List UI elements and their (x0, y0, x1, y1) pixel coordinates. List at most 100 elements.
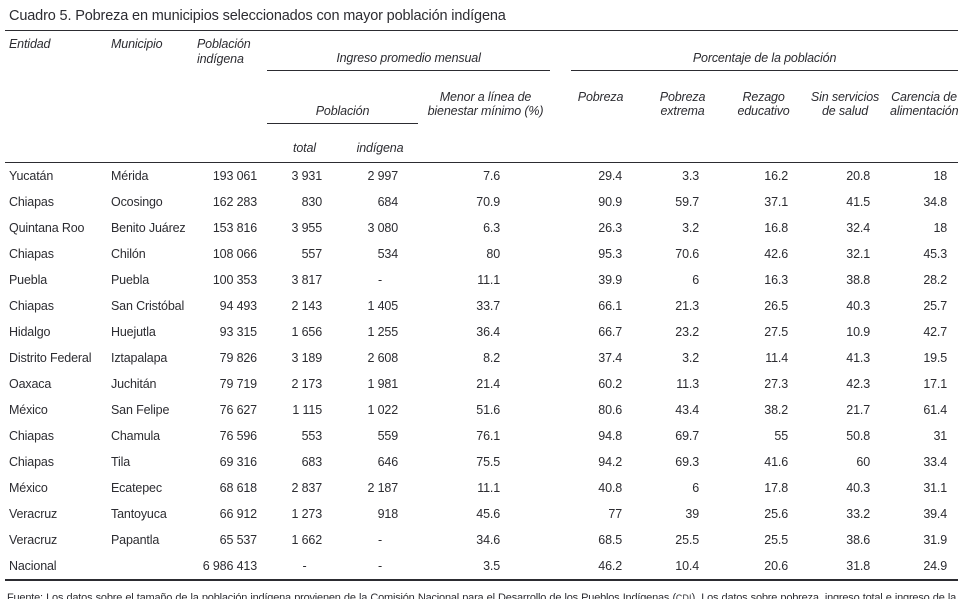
sin-servicios-cell: 40.3 (846, 480, 871, 495)
entidad-cell: Puebla (9, 272, 48, 287)
col-header-menor-linea-bienestar: Menor a línea de bienestar mínimo (%) (427, 89, 544, 119)
menor-linea-cell: 45.6 (476, 506, 501, 521)
source-text-2: ). Los datos sobre pobreza, ingreso tota… (691, 591, 957, 599)
menor-linea-cell: 70.9 (476, 194, 501, 209)
sin-servicios-cell: 31.8 (846, 558, 871, 573)
ingreso-indigena-cell: - (377, 272, 382, 287)
source-note: Fuente: Los datos sobre el tamaño de la … (5, 581, 958, 599)
ingreso-indigena-cell: 534 (377, 246, 399, 261)
pobreza-cell: 39.9 (598, 272, 623, 287)
menor-linea-cell: 11.1 (477, 480, 501, 495)
pobreza-extrema-cell: 39 (685, 506, 700, 521)
header-row-leaf: total indígena (5, 138, 958, 162)
carencia-alimentacion-cell: 24.9 (923, 558, 948, 573)
rezago-educativo-cell: 25.6 (764, 506, 789, 521)
poblacion-indigena-cell: 76 627 (219, 402, 257, 417)
rezago-educativo-cell: 41.6 (764, 454, 789, 469)
carencia-alimentacion-cell: 28.2 (923, 272, 948, 287)
sin-servicios-cell: 40.3 (846, 298, 871, 313)
col-header-total: total (293, 141, 316, 155)
municipio-cell: San Cristóbal (111, 298, 185, 313)
poblacion-indigena-cell: 65 537 (219, 532, 257, 547)
ingreso-indigena-cell: 684 (377, 194, 399, 209)
pobreza-cell: 90.9 (598, 194, 623, 209)
menor-linea-cell: 80 (486, 246, 501, 261)
pobreza-extrema-cell: 21.3 (675, 298, 700, 313)
carencia-alimentacion-cell: 39.4 (923, 506, 948, 521)
poblacion-indigena-cell: 69 316 (219, 454, 257, 469)
col-header-entidad: Entidad (9, 37, 51, 51)
pobreza-cell: 94.8 (598, 428, 623, 443)
rezago-educativo-cell: 42.6 (764, 246, 789, 261)
municipio-cell: Tila (111, 454, 131, 469)
menor-linea-cell: 8.2 (483, 350, 501, 365)
table-row: Puebla Puebla 100 353 3 817 - 11.1 39.9 6 16.3 38… (5, 267, 958, 293)
table-row: Nacional 6 986 413 - - 3.5 46.2 10.4 20.6 31.8 24… (5, 553, 958, 580)
table-row: Quintana Roo Benito Juárez 153 816 3 955 3 0… (5, 215, 958, 241)
municipio-cell: Puebla (111, 272, 150, 287)
ingreso-total-cell: 1 115 (292, 402, 322, 417)
table-title: Cuadro 5. Pobreza en municipios seleccio… (5, 6, 958, 31)
col-header-rezago-educativo: Rezago educativo (737, 89, 790, 119)
ingreso-total-cell: - (302, 558, 307, 573)
ingreso-indigena-cell: 1 255 (367, 324, 398, 339)
carencia-alimentacion-cell: 31.1 (923, 480, 948, 495)
poblacion-indigena-cell: 108 066 (212, 246, 257, 261)
subgroup-header-poblacion: Población (267, 86, 418, 139)
rezago-educativo-cell: 25.5 (764, 532, 789, 547)
ingreso-total-cell: 557 (301, 246, 323, 261)
menor-linea-cell: 76.1 (476, 428, 501, 443)
pobreza-extrema-cell: 25.5 (675, 532, 700, 547)
entidad-cell: Quintana Roo (9, 220, 85, 235)
cdi-acronym: CDI (675, 592, 692, 599)
ingreso-indigena-cell: 646 (377, 454, 399, 469)
municipio-cell: Chamula (111, 428, 160, 443)
pobreza-cell: 40.8 (598, 480, 623, 495)
rezago-educativo-cell: 16.2 (764, 168, 789, 183)
sin-servicios-cell: 60 (856, 454, 871, 469)
ingreso-indigena-cell: 2 997 (367, 168, 398, 183)
sin-servicios-cell: 50.8 (846, 428, 871, 443)
col-header-pobreza-extrema: Pobreza extrema (659, 89, 706, 119)
sin-servicios-cell: 10.9 (846, 324, 871, 339)
ingreso-total-cell: 3 955 (291, 220, 322, 235)
pobreza-extrema-cell: 69.3 (675, 454, 700, 469)
ingreso-total-cell: 3 817 (291, 272, 322, 287)
menor-linea-cell: 6.3 (483, 220, 501, 235)
table-row: Distrito Federal Iztapalapa 79 826 3 189 2 6… (5, 345, 958, 371)
sin-servicios-cell: 21.7 (846, 402, 871, 417)
group-header-ingreso-label: Ingreso promedio mensual (336, 50, 481, 65)
ingreso-total-cell: 1 273 (291, 506, 322, 521)
municipio-cell: Mérida (111, 168, 149, 183)
ingreso-indigena-cell: 1 022 (367, 402, 398, 417)
poblacion-indigena-cell: 93 315 (219, 324, 257, 339)
municipio-cell: Chilón (111, 246, 146, 261)
table-row: Chiapas Chamula 76 596 553 559 76.1 94.8 69.7 55… (5, 423, 958, 449)
ingreso-total-cell: 2 837 (291, 480, 322, 495)
municipio-cell (105, 553, 195, 580)
menor-linea-cell: 36.4 (476, 324, 501, 339)
entidad-cell: Hidalgo (9, 324, 51, 339)
pobreza-cell: 26.3 (598, 220, 623, 235)
rezago-educativo-cell: 26.5 (764, 298, 789, 313)
pobreza-cell: 37.4 (598, 350, 623, 365)
ingreso-indigena-cell: 2 608 (367, 350, 398, 365)
table-row: México San Felipe 76 627 1 115 1 022 51.6 80.6… (5, 397, 958, 423)
poblacion-indigena-cell: 68 618 (219, 480, 257, 495)
pobreza-cell: 80.6 (598, 402, 623, 417)
municipio-cell: Huejutla (111, 324, 156, 339)
poblacion-indigena-cell: 76 596 (219, 428, 257, 443)
menor-linea-cell: 75.5 (476, 454, 501, 469)
group-header-porcentaje-poblacion: Porcentaje de la población (553, 31, 959, 86)
sin-servicios-cell: 33.2 (846, 506, 871, 521)
menor-linea-cell: 33.7 (476, 298, 501, 313)
ingreso-indigena-cell: 3 080 (367, 220, 398, 235)
entidad-cell: México (9, 480, 48, 495)
ingreso-indigena-cell: 2 187 (367, 480, 398, 495)
pobreza-cell: 66.7 (598, 324, 623, 339)
header-row-subgroups: Población Menor a línea de bienestar mín… (5, 86, 959, 139)
rezago-educativo-cell: 37.1 (764, 194, 789, 209)
pobreza-extrema-cell: 69.7 (675, 428, 700, 443)
table-row: Chiapas Ocosingo 162 283 830 684 70.9 90.9 59.7… (5, 189, 958, 215)
sin-servicios-cell: 32.4 (846, 220, 871, 235)
